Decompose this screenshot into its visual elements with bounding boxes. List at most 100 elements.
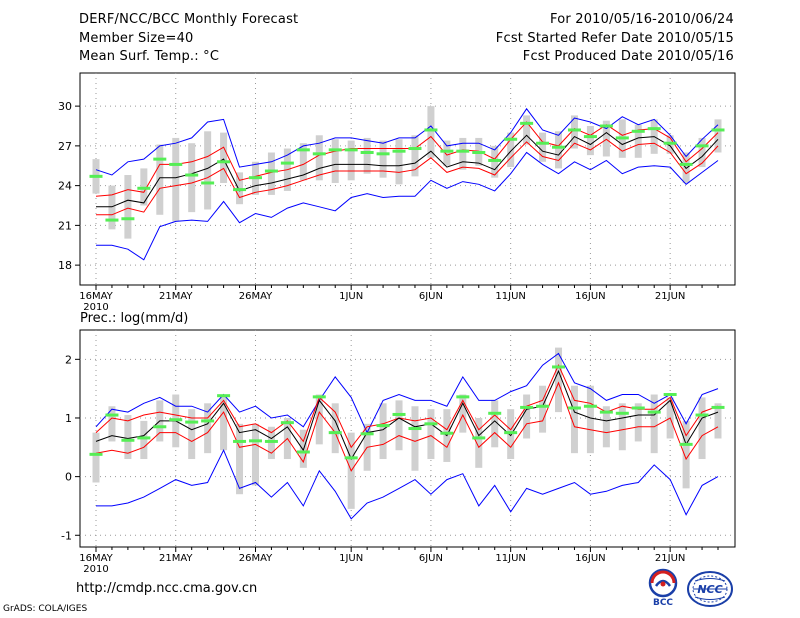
spread-box-1-35 [650, 394, 658, 454]
observed-mark-1-35 [647, 410, 661, 414]
observed-mark-0-38 [695, 144, 709, 148]
observed-mark-0-11 [264, 169, 278, 173]
max-line-1 [95, 352, 719, 434]
y-tick-label-1-3: 2 [65, 353, 72, 366]
observed-mark-0-3 [137, 186, 151, 190]
spread-box-0-18 [379, 140, 387, 178]
observed-mark-1-11 [264, 439, 278, 443]
x-tick-sublabel-1: 2010 [83, 564, 108, 575]
spread-box-1-1 [108, 406, 116, 442]
observed-mark-1-15 [328, 431, 342, 435]
observed-mark-1-5 [169, 418, 183, 422]
observed-mark-1-17 [360, 432, 374, 436]
x-tick-label-0-0: 16MAY [79, 291, 113, 302]
observed-mark-0-8 [217, 160, 231, 164]
observed-mark-1-7 [201, 419, 215, 423]
observed-mark-0-14 [312, 152, 326, 156]
x-tick-label-1-7: 21JUN [655, 553, 685, 564]
observed-mark-1-24 [472, 436, 486, 440]
spread-box-1-37 [682, 420, 690, 489]
y-tick-label-1-2: 1 [65, 412, 72, 425]
y-tick-label-1-0: -1 [61, 529, 72, 542]
spread-box-1-32 [602, 406, 610, 448]
spread-box-0-23 [459, 137, 467, 170]
observed-mark-1-37 [679, 442, 693, 446]
spread-box-0-14 [315, 135, 323, 181]
observed-mark-1-32 [599, 410, 613, 414]
spread-box-1-27 [523, 394, 531, 439]
ncc-logo-text: NCC [697, 583, 722, 596]
spread-box-1-10 [251, 423, 259, 486]
observed-mark-0-35 [647, 127, 661, 131]
spread-box-0-11 [267, 152, 275, 195]
observed-mark-0-7 [201, 181, 215, 185]
spread-box-1-34 [634, 403, 642, 442]
observed-mark-1-1 [105, 413, 119, 417]
spread-box-0-27 [523, 115, 531, 145]
observed-mark-0-5 [169, 162, 183, 166]
observed-mark-0-1 [105, 218, 119, 222]
x-tick-label-0-5: 11JUN [495, 291, 525, 302]
spread-box-0-2 [124, 175, 132, 239]
spread-box-1-24 [475, 417, 483, 468]
min-line-1 [96, 448, 719, 520]
grads-credit: GrADS: COLA/IGES [3, 604, 88, 614]
spread-box-1-28 [539, 385, 547, 433]
spread-box-1-6 [188, 409, 196, 460]
spread-box-0-28 [539, 132, 547, 162]
observed-mark-0-18 [376, 152, 390, 156]
observed-mark-0-13 [296, 148, 310, 152]
observed-mark-1-31 [583, 404, 597, 408]
observed-mark-1-16 [344, 456, 358, 460]
observed-mark-0-37 [679, 162, 693, 166]
observed-mark-0-6 [185, 173, 199, 177]
spread-box-0-15 [331, 139, 339, 183]
x-tick-label-1-0: 16MAY [79, 553, 113, 564]
spread-box-1-8 [220, 394, 228, 451]
observed-mark-1-21 [424, 422, 438, 426]
spread-box-0-8 [220, 132, 228, 183]
observed-mark-0-9 [233, 188, 247, 192]
footer-url[interactable]: http://cmdp.ncc.cma.gov.cn [76, 581, 258, 596]
spread-box-0-17 [363, 137, 371, 174]
spread-box-0-26 [507, 132, 515, 168]
spread-box-0-16 [347, 140, 355, 181]
spread-box-0-21 [427, 106, 435, 158]
header-variable: Mean Surf. Temp.: °C [79, 49, 220, 64]
observed-mark-1-20 [408, 427, 422, 431]
observed-mark-1-23 [456, 395, 470, 399]
observed-mark-0-29 [552, 145, 566, 149]
spread-box-1-39 [714, 403, 722, 439]
spread-box-1-33 [618, 403, 626, 451]
header-period: For 2010/05/16-2010/06/24 [550, 12, 734, 27]
spread-box-1-31 [586, 385, 594, 454]
y-tick-label-0-2: 24 [58, 180, 72, 193]
observed-mark-1-36 [663, 393, 677, 397]
observed-mark-0-30 [567, 128, 581, 132]
observed-mark-1-13 [296, 450, 310, 454]
observed-mark-0-0 [89, 174, 103, 178]
bcc-logo-icon: BCC [648, 568, 678, 607]
min-line-0 [96, 151, 719, 261]
x-tick-label-0-7: 21JUN [655, 291, 685, 302]
observed-mark-1-3 [137, 436, 151, 440]
upper-line-0 [95, 121, 719, 197]
observed-mark-0-31 [583, 135, 597, 139]
plot-frame-0 [79, 72, 736, 286]
observed-mark-0-15 [328, 148, 342, 152]
observed-mark-0-20 [408, 147, 422, 151]
observed-mark-0-28 [536, 141, 550, 145]
observed-mark-1-38 [695, 413, 709, 417]
x-tick-sublabel-0: 2010 [83, 302, 108, 313]
mean-line-0 [96, 131, 719, 208]
observed-mark-0-26 [504, 137, 518, 141]
y-tick-label-0-0: 18 [58, 259, 72, 272]
observed-mark-1-33 [615, 411, 629, 415]
plot-frame-1 [79, 329, 736, 548]
spread-box-1-25 [491, 400, 499, 448]
observed-mark-1-8 [217, 394, 231, 398]
spread-box-0-22 [443, 140, 451, 166]
observed-mark-1-28 [536, 404, 550, 408]
spread-box-0-32 [602, 120, 610, 157]
